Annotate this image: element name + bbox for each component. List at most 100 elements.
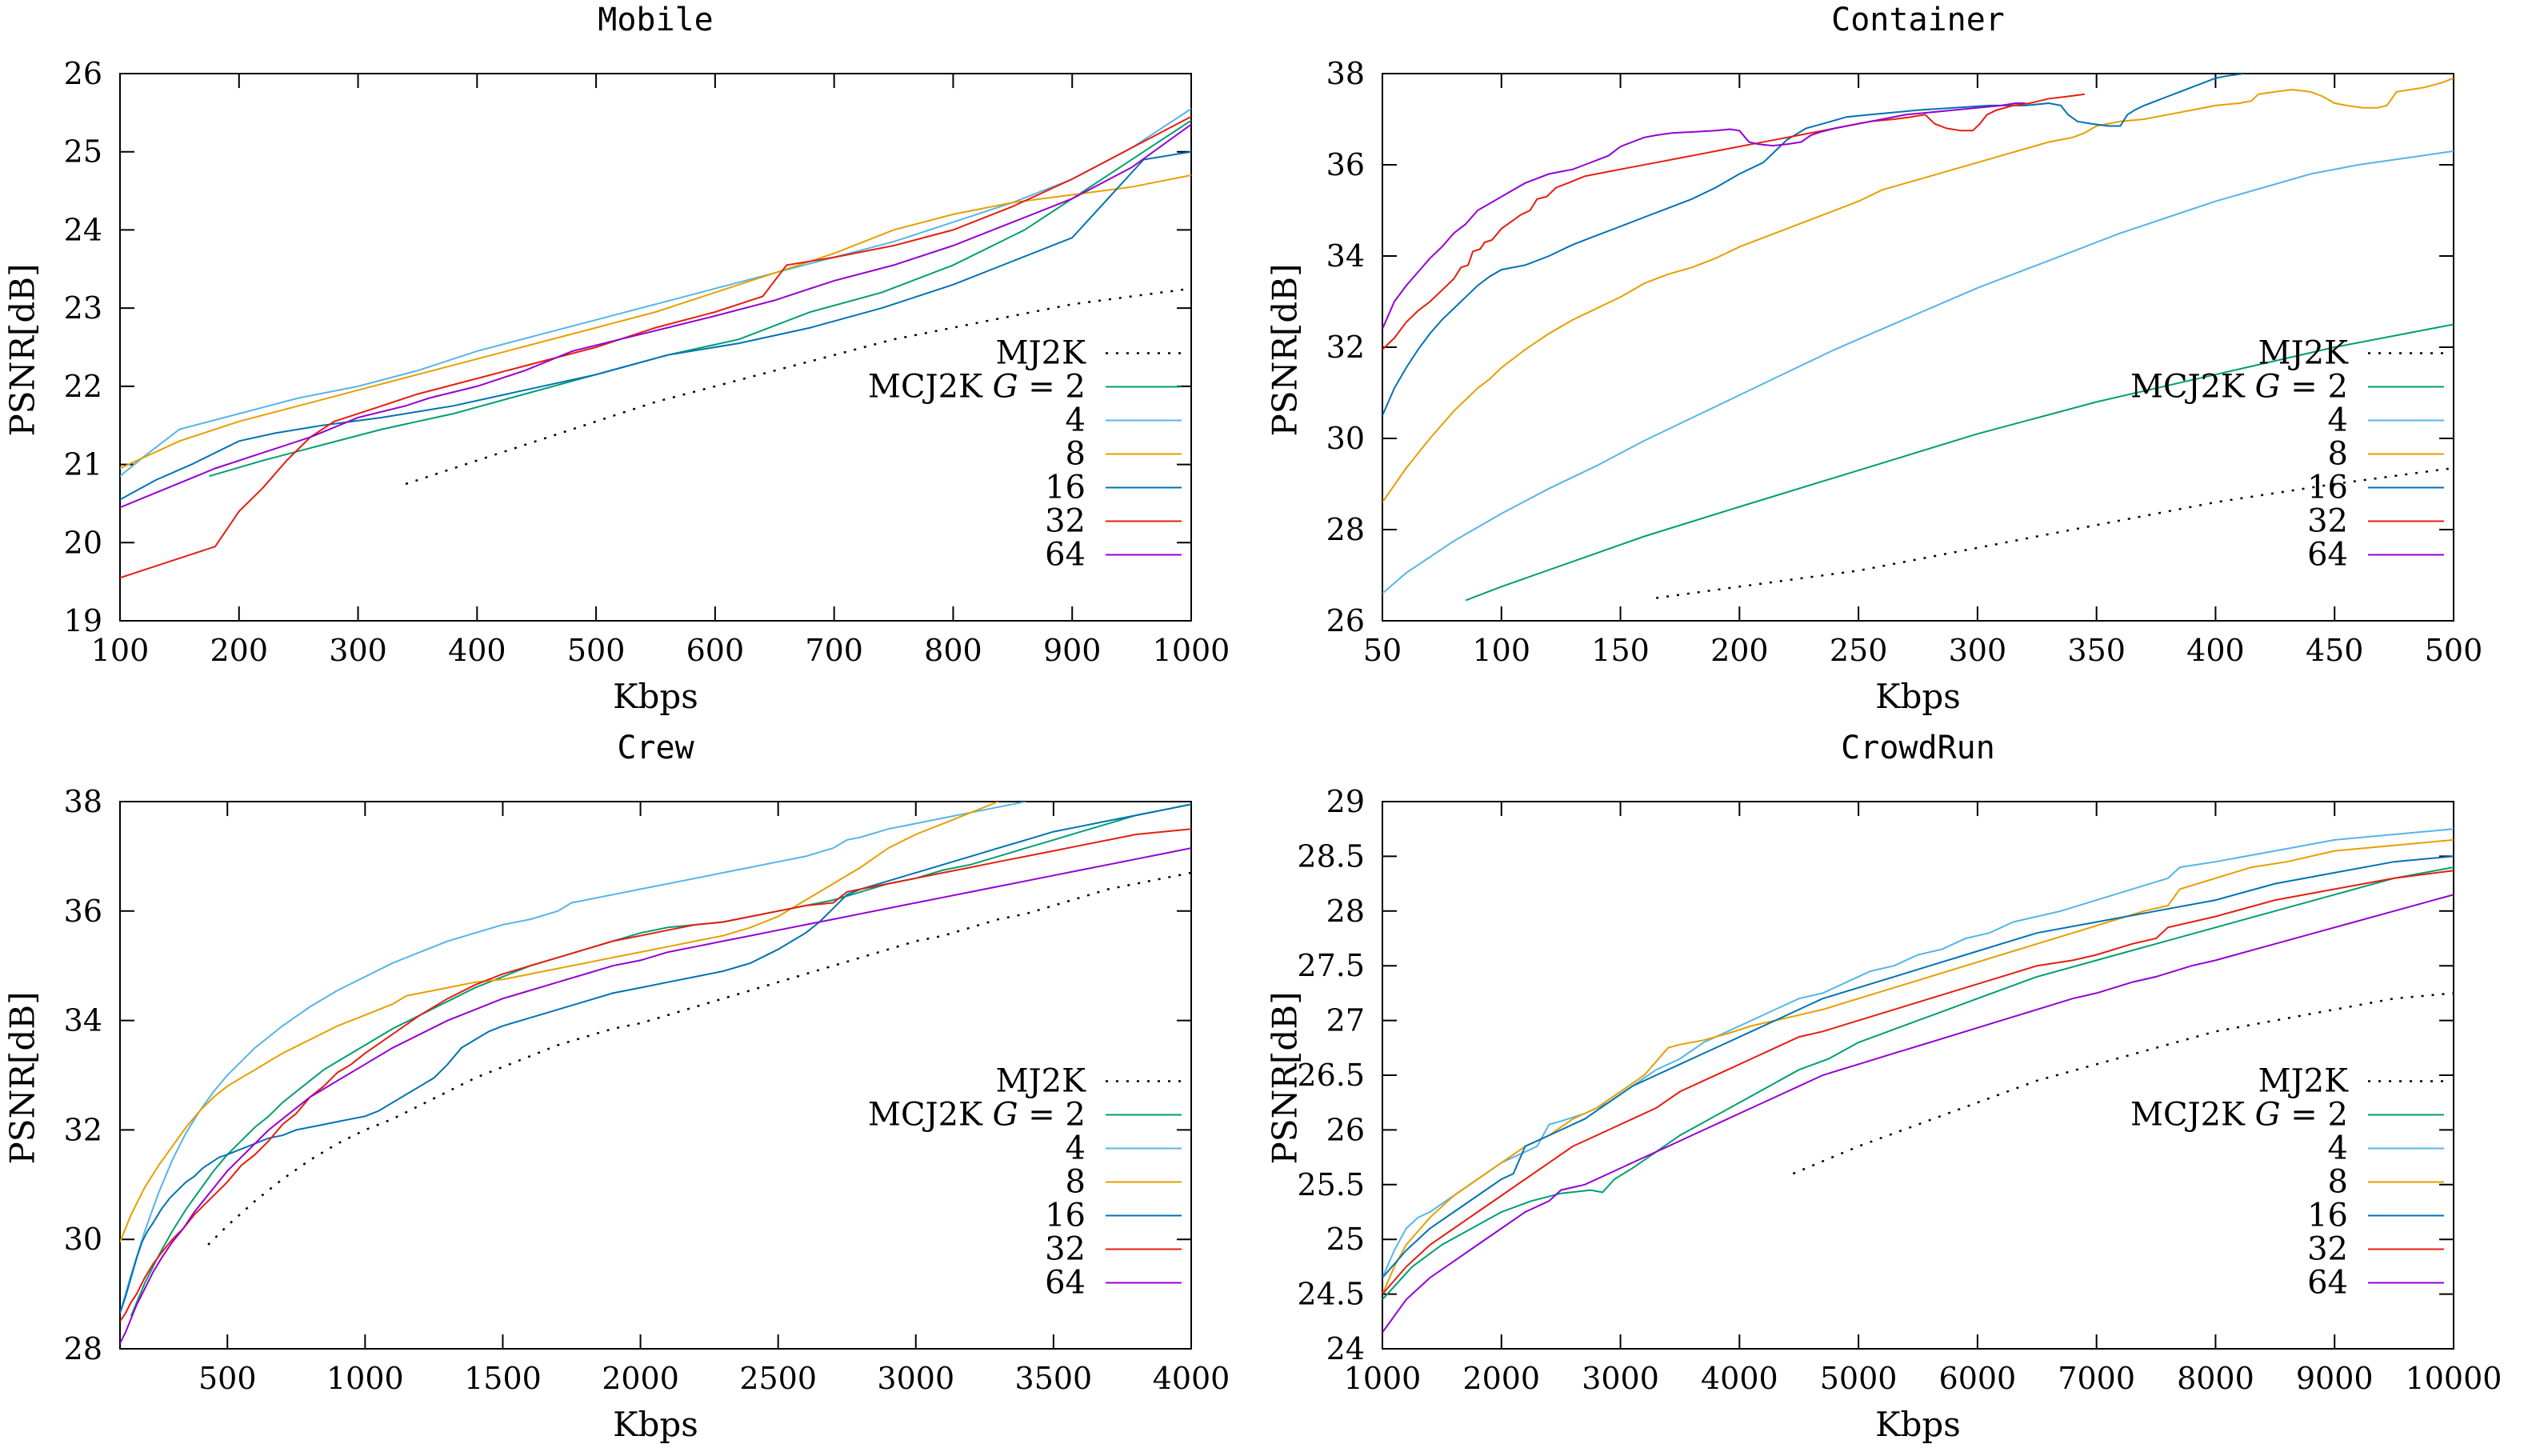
svg-text:32: 32 (1326, 330, 1365, 365)
series-4 (120, 802, 1026, 1314)
svg-text:21: 21 (64, 447, 102, 482)
svg-text:100: 100 (1473, 633, 1531, 668)
svg-text:500: 500 (567, 633, 626, 668)
svg-text:4000: 4000 (1153, 1361, 1230, 1396)
axis-ticks (119, 73, 1192, 622)
svg-text:25: 25 (64, 134, 102, 170)
axis-tick-labels: 500 1000 1500 2000 2500 3000 3500 4000 28 30 32 34 3… (64, 784, 1230, 1396)
x-axis-label: Kbps (613, 1405, 698, 1444)
svg-text:28: 28 (64, 1331, 102, 1366)
chart-title: CrowdRun (1841, 730, 1995, 766)
axis-ticks (120, 801, 1192, 1350)
legend-label: MJ2K (996, 335, 1086, 372)
plot-area: 50 100 150 200 250 300 350 400 450 500 26 28 30 32 34 3… (1326, 56, 2483, 668)
series-32 (120, 828, 1191, 1322)
series-mj2k (405, 287, 1191, 486)
svg-text:700: 700 (805, 633, 863, 668)
series-8 (1382, 77, 2454, 503)
legend-label: 64 (2307, 1265, 2348, 1302)
svg-text:2000: 2000 (1462, 1361, 1540, 1396)
series-8 (120, 802, 999, 1242)
svg-text:25.5: 25.5 (1297, 1167, 1365, 1202)
legend-label: 64 (1045, 537, 1086, 574)
svg-text:2500: 2500 (739, 1361, 817, 1396)
series-mcj2k-g-2 (1465, 323, 2454, 602)
series-32 (1382, 870, 2454, 1295)
series-8 (1382, 838, 2454, 1294)
svg-text:27: 27 (1326, 1003, 1365, 1038)
svg-text:24: 24 (1326, 1331, 1365, 1366)
legend-label: MJ2K (2258, 335, 2349, 372)
chart-container: Container PSNR[dB] Kbps 50 100 150 200 250 30… (1262, 0, 2524, 728)
svg-text:300: 300 (329, 633, 387, 668)
svg-text:450: 450 (2306, 633, 2364, 668)
plot-border (119, 73, 1192, 622)
svg-text:26: 26 (1326, 603, 1365, 638)
svg-text:28: 28 (1326, 512, 1365, 547)
axis-tick-labels: 100 200 300 400 500 600 700 800 900 1000 19 20 21 22 2… (64, 56, 1230, 668)
plot-area: 500 1000 1500 2000 2500 3000 3500 4000 28 30 32 34 3… (64, 784, 1230, 1396)
legend-label: 32 (1045, 1231, 1086, 1268)
svg-text:24.5: 24.5 (1297, 1277, 1365, 1312)
svg-text:38: 38 (1326, 56, 1365, 91)
svg-text:300: 300 (1949, 633, 2007, 668)
series-32 (1382, 93, 2085, 350)
series-mj2k (1792, 992, 2454, 1175)
svg-text:10000: 10000 (2406, 1361, 2502, 1396)
svg-text:29: 29 (1326, 784, 1365, 819)
chart-mobile: Mobile PSNR[dB] Kbps 100 200 300 400 500 600 7… (0, 0, 1262, 728)
axis-tick-labels: 50 100 150 200 250 300 350 400 450 500 26 28 30 32 34 3… (1326, 56, 2483, 668)
svg-text:5000: 5000 (1820, 1361, 1898, 1396)
legend-label: MJ2K (2258, 1063, 2349, 1100)
series-16 (1382, 855, 2454, 1278)
svg-text:30: 30 (1326, 421, 1365, 456)
chart-title: Container (1831, 2, 2005, 38)
svg-text:50: 50 (1363, 633, 1402, 668)
svg-text:250: 250 (1830, 633, 1888, 668)
svg-text:23: 23 (64, 290, 102, 326)
series-mj2k (1656, 466, 2454, 599)
legend-label: 8 (2328, 1164, 2348, 1201)
legend-label: MCJ2K G = 2 (868, 1097, 1086, 1134)
series-64 (120, 123, 1191, 509)
svg-text:200: 200 (1710, 633, 1769, 668)
svg-text:27.5: 27.5 (1297, 948, 1365, 983)
series-mcj2k-g-2 (1382, 866, 2454, 1301)
chart-crowdrun: CrowdRun PSNR[dB] Kbps 1000 2000 3000 4000 5… (1262, 728, 2524, 1456)
x-axis-label: Kbps (1875, 677, 1961, 716)
svg-text:6000: 6000 (1939, 1361, 2017, 1396)
plot-border (119, 801, 1192, 1350)
legend-label: 16 (1045, 470, 1086, 506)
legend-label: MCJ2K G = 2 (868, 369, 1086, 406)
plot-area: 1000 2000 3000 4000 5000 6000 7000 8000 9000 1000… (1297, 784, 2502, 1396)
svg-text:34: 34 (64, 1003, 102, 1038)
svg-text:150: 150 (1591, 633, 1650, 668)
series-8 (120, 174, 1191, 470)
legend-label: 8 (1066, 436, 1086, 473)
legend-label: 64 (2307, 537, 2348, 574)
legend-label: MJ2K (996, 1063, 1086, 1100)
svg-text:400: 400 (2186, 633, 2245, 668)
series-mcj2k-g-2 (130, 803, 1191, 1317)
svg-text:19: 19 (64, 603, 102, 638)
svg-text:500: 500 (2425, 633, 2483, 668)
series-32 (120, 115, 1191, 579)
axis-ticks (1382, 73, 2454, 622)
svg-text:26: 26 (64, 56, 102, 91)
legend-label: 16 (2307, 1198, 2348, 1234)
svg-text:32: 32 (64, 1112, 102, 1147)
legend-label: 32 (1045, 503, 1086, 540)
svg-text:2000: 2000 (602, 1361, 679, 1396)
series-64 (1382, 102, 2026, 330)
svg-text:400: 400 (448, 633, 506, 668)
svg-text:24: 24 (64, 212, 102, 247)
legend-label: MCJ2K G = 2 (2130, 369, 2348, 406)
svg-text:4000: 4000 (1701, 1361, 1778, 1396)
series-mj2k (207, 871, 1191, 1246)
svg-text:1000: 1000 (1153, 633, 1230, 668)
legend-label: MCJ2K G = 2 (2130, 1097, 2348, 1134)
svg-text:38: 38 (64, 784, 102, 819)
legend-label: 4 (1066, 402, 1086, 439)
